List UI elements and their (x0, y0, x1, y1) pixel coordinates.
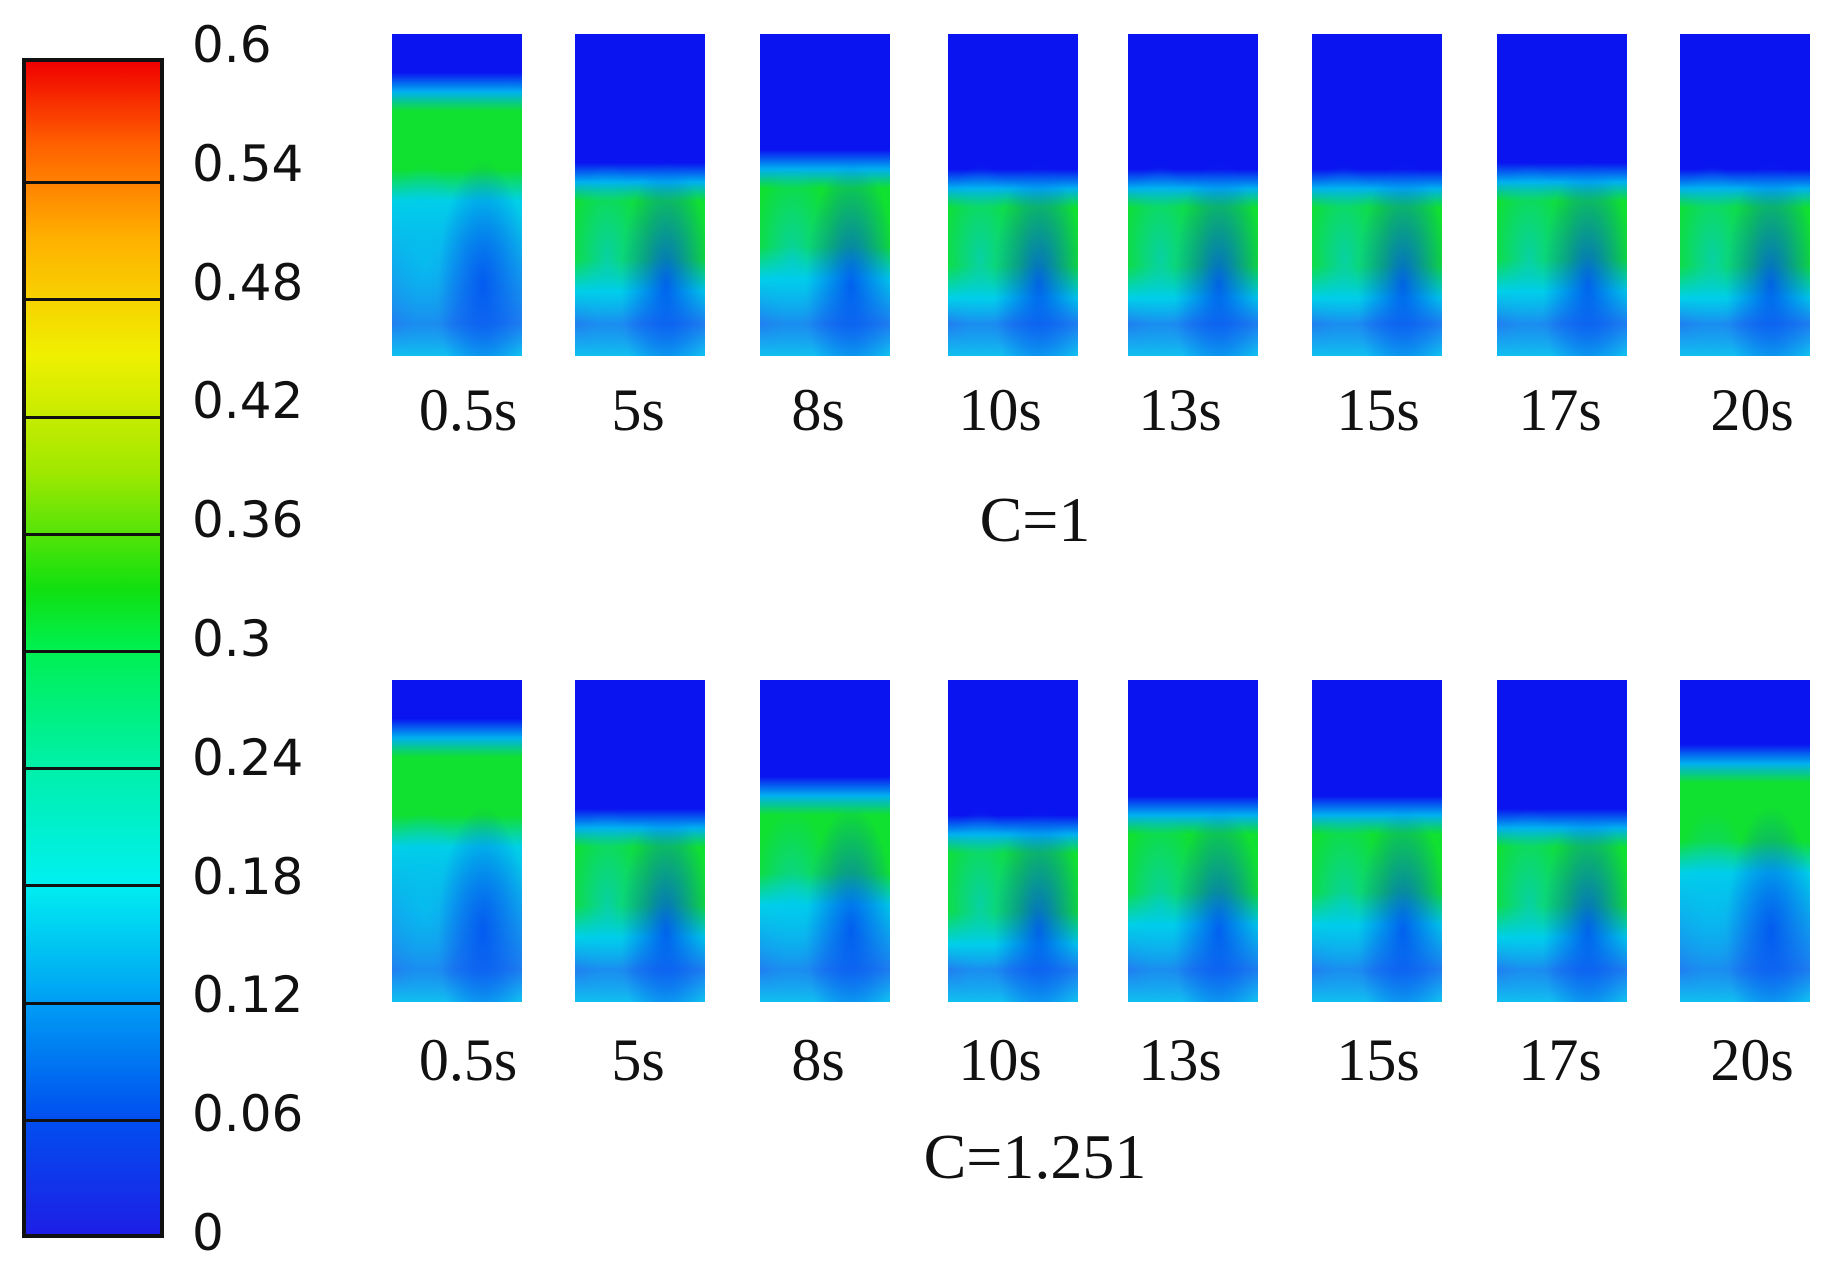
contour-panel (1312, 34, 1442, 356)
time-label: 8s (791, 377, 845, 443)
contour-panel (760, 680, 890, 1002)
colorbar-separator (26, 298, 160, 302)
contour-panel (948, 34, 1078, 356)
time-label: 0.5s (418, 1027, 518, 1093)
colorbar-separator (26, 532, 160, 536)
contour-panel (392, 34, 522, 356)
contour-panel (1497, 34, 1627, 356)
contour-panel (1128, 680, 1258, 1002)
time-label: 17s (1518, 1027, 1602, 1093)
colorbar-separator (26, 767, 160, 771)
contour-panel (1680, 680, 1810, 1002)
row-label: C=1.251 (923, 1121, 1147, 1192)
colorbar-tick-label: 0.48 (192, 253, 304, 312)
colorbar-separator (26, 1001, 160, 1005)
contour-panel (1680, 34, 1810, 356)
contour-panel (1497, 680, 1627, 1002)
colorbar-separator (26, 415, 160, 419)
colorbar-tick-label: 0.06 (192, 1085, 304, 1144)
time-label: 13s (1138, 377, 1222, 443)
colorbar-separator (26, 650, 160, 653)
colorbar-tick-label: 0.36 (192, 491, 304, 550)
time-label: 10s (958, 377, 1042, 443)
colorbar-tick-label: 0 (192, 1204, 224, 1262)
colorbar-tick-label: 0.18 (192, 847, 304, 906)
contour-panel (1128, 34, 1258, 356)
time-label: 5s (611, 377, 665, 443)
contour-panel (575, 680, 705, 1002)
colorbar-tick-label: 0.12 (192, 966, 304, 1025)
contour-panel (575, 34, 705, 356)
contour-panel (1312, 680, 1442, 1002)
colorbar-tick-label: 0.24 (192, 728, 304, 787)
time-label: 20s (1710, 1027, 1794, 1093)
time-label: 17s (1518, 377, 1602, 443)
colorbar-tick-label: 0.6 (192, 16, 272, 74)
colorbar-tick-label: 0.54 (192, 134, 304, 193)
colorbar-separator (26, 181, 160, 185)
colorbar-tick-label: 0.42 (192, 372, 304, 431)
contour-panel (948, 680, 1078, 1002)
row-label: C=1 (979, 484, 1091, 555)
time-label: 15s (1336, 1027, 1420, 1093)
colorbar (22, 58, 164, 1238)
contour-panel (760, 34, 890, 356)
time-label: 0.5s (418, 377, 518, 443)
colorbar-separator (26, 884, 160, 888)
time-label: 15s (1336, 377, 1420, 443)
colorbar-tick-label: 0.3 (192, 610, 272, 668)
time-label: 20s (1710, 377, 1794, 443)
time-label: 8s (791, 1027, 845, 1093)
time-label: 10s (958, 1027, 1042, 1093)
time-label: 5s (611, 1027, 665, 1093)
time-label: 13s (1138, 1027, 1222, 1093)
contour-panel (392, 680, 522, 1002)
colorbar-separator (26, 1118, 160, 1122)
